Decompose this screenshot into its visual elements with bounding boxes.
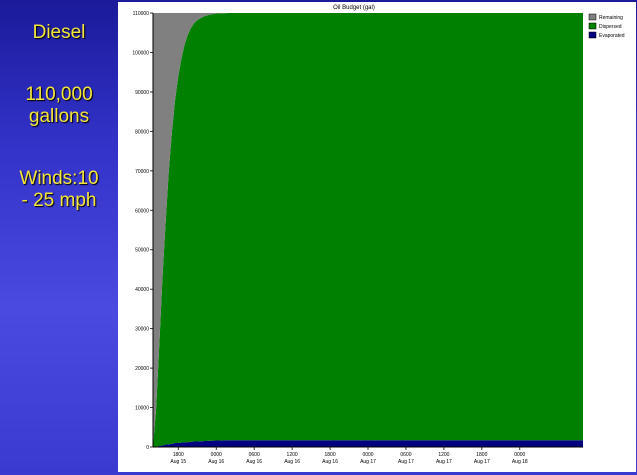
y-tick-label: 70000 — [135, 169, 149, 175]
legend-swatch-remaining — [588, 13, 597, 21]
x-tick-date-label: Aug 17 — [474, 459, 490, 465]
legend-swatch-dispersed — [588, 22, 597, 30]
area-dispersed — [153, 13, 583, 447]
x-tick-time-label: 0000 — [211, 452, 222, 458]
x-tick-date-label: Aug 15 — [170, 459, 186, 465]
chart-title: Oil Budget (gal) — [333, 5, 375, 11]
x-tick-date-label: Aug 17 — [398, 459, 414, 465]
fuel-label: Diesel — [32, 22, 86, 43]
x-tick-date-label: Aug 17 — [360, 459, 376, 465]
area-evaporated — [153, 440, 583, 447]
y-tick-label: 40000 — [135, 287, 149, 293]
x-tick-time-label: 0000 — [362, 452, 373, 458]
y-tick-label: 10000 — [135, 406, 149, 412]
winds-range: - 25 mph — [21, 190, 97, 211]
legend-label-dispersed: Dispersed — [599, 24, 622, 30]
x-tick-time-label: 1800 — [173, 452, 184, 458]
x-tick-time-label: 0600 — [400, 452, 411, 458]
x-tick-date-label: Aug 16 — [322, 459, 338, 465]
x-tick-time-label: 0600 — [249, 452, 260, 458]
y-tick-label: 0 — [146, 445, 149, 451]
x-tick-date-label: Aug 18 — [512, 459, 528, 465]
x-tick-date-label: Aug 16 — [284, 459, 300, 465]
x-tick-time-label: 1800 — [324, 452, 335, 458]
x-tick-time-label: 1800 — [476, 452, 487, 458]
x-tick-time-label: 1200 — [287, 452, 298, 458]
volume-value: 110,000 — [25, 84, 93, 105]
y-tick-label: 60000 — [135, 208, 149, 214]
x-tick-time-label: 1200 — [438, 452, 449, 458]
y-tick-label: 90000 — [135, 90, 149, 96]
y-tick-label: 100000 — [132, 50, 149, 56]
legend-label-remaining: Remaining — [599, 15, 623, 21]
x-tick-time-label: 0000 — [514, 452, 525, 458]
x-tick-date-label: Aug 16 — [208, 459, 224, 465]
x-tick-date-label: Aug 16 — [246, 459, 262, 465]
y-tick-label: 50000 — [135, 248, 149, 254]
legend-swatch-evaporated — [588, 31, 597, 39]
y-tick-label: 20000 — [135, 366, 149, 372]
y-tick-label: 110000 — [133, 11, 150, 17]
winds-label: Winds:10 — [19, 168, 99, 189]
y-tick-label: 30000 — [135, 327, 149, 333]
legend-label-evaporated: Evaporated — [599, 33, 625, 39]
y-tick-label: 80000 — [135, 129, 149, 135]
volume-unit: gallons — [28, 106, 90, 127]
x-tick-date-label: Aug 17 — [436, 459, 452, 465]
